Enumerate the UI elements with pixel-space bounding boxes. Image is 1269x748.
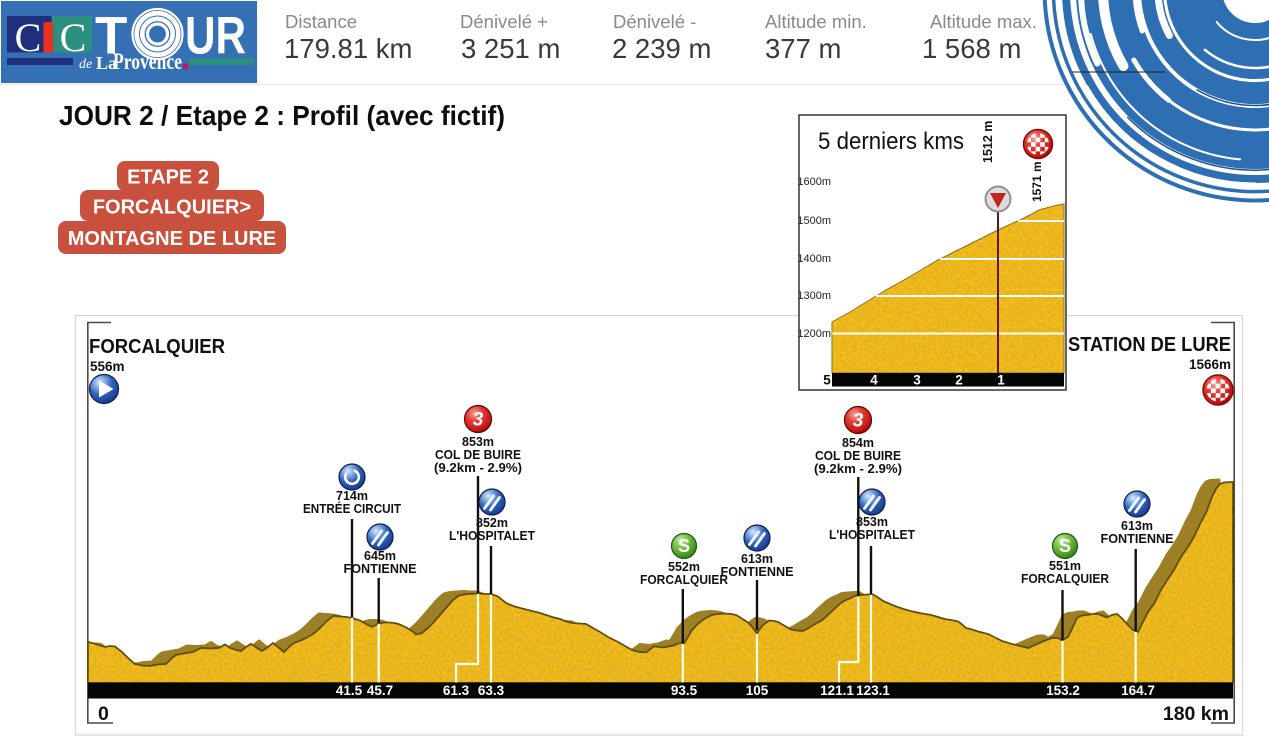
svg-text:852m: 852m — [476, 516, 508, 530]
svg-text:COL DE BUIRE: COL DE BUIRE — [815, 449, 901, 463]
svg-text:Distance: Distance — [285, 11, 357, 32]
svg-text:5 derniers kms: 5 derniers kms — [818, 128, 964, 155]
svg-text:105: 105 — [746, 683, 769, 698]
svg-text:645m: 645m — [364, 549, 396, 563]
svg-text:3: 3 — [913, 373, 921, 388]
svg-text:1600m: 1600m — [797, 176, 831, 188]
svg-text:C: C — [60, 15, 87, 60]
svg-text:STATION DE LURE: STATION DE LURE — [1068, 333, 1231, 356]
svg-text:Dénivelé +: Dénivelé + — [460, 11, 548, 32]
svg-text:63.3: 63.3 — [478, 683, 505, 698]
svg-text:COL DE BUIRE: COL DE BUIRE — [435, 448, 521, 462]
svg-text:0: 0 — [98, 703, 109, 725]
svg-text:Altitude max.: Altitude max. — [930, 11, 1037, 32]
svg-text:1571 m: 1571 m — [1030, 161, 1044, 202]
svg-text:C: C — [15, 15, 42, 60]
svg-text:Dénivelé -: Dénivelé - — [613, 11, 696, 32]
svg-text:L'HOSPITALET: L'HOSPITALET — [829, 528, 915, 542]
svg-text:123.1: 123.1 — [856, 683, 890, 698]
svg-text:853m: 853m — [462, 435, 494, 449]
svg-text:180 km: 180 km — [1163, 703, 1229, 725]
svg-text:93.5: 93.5 — [671, 683, 698, 698]
svg-text:FORCALQUIER>: FORCALQUIER> — [93, 197, 251, 219]
svg-text:(9.2km - 2.9%): (9.2km - 2.9%) — [434, 461, 522, 475]
svg-text:1 568 m: 1 568 m — [922, 33, 1021, 64]
svg-text:613m: 613m — [1121, 519, 1153, 533]
svg-text:FONTIENNE: FONTIENNE — [344, 562, 417, 576]
svg-text:556m: 556m — [90, 359, 125, 374]
svg-text:41.5: 41.5 — [336, 683, 363, 698]
svg-text:153.2: 153.2 — [1046, 683, 1080, 698]
svg-text:FORCALQUIER: FORCALQUIER — [640, 573, 728, 587]
svg-text:853m: 853m — [856, 515, 888, 529]
svg-text:1566m: 1566m — [1189, 357, 1231, 372]
svg-text:2: 2 — [955, 373, 963, 388]
svg-text:ENTRÉE CIRCUIT: ENTRÉE CIRCUIT — [303, 501, 401, 516]
svg-text:1300m: 1300m — [797, 290, 831, 302]
svg-text:La: La — [96, 53, 117, 73]
svg-text:MONTAGNE DE LURE: MONTAGNE DE LURE — [68, 228, 277, 250]
svg-text:FORCALQUIER: FORCALQUIER — [1021, 572, 1109, 586]
svg-text:de: de — [79, 57, 92, 72]
svg-text:552m: 552m — [668, 560, 700, 574]
svg-text:164.7: 164.7 — [1121, 683, 1155, 698]
svg-text:61.3: 61.3 — [443, 683, 470, 698]
svg-text:UR: UR — [185, 7, 246, 66]
svg-text:1: 1 — [997, 373, 1005, 388]
svg-text:121.1: 121.1 — [820, 683, 854, 698]
svg-text:714m: 714m — [336, 489, 368, 503]
svg-text:FONTIENNE: FONTIENNE — [1101, 532, 1174, 546]
svg-text:FONTIENNE: FONTIENNE — [721, 565, 794, 579]
svg-text:L'HOSPITALET: L'HOSPITALET — [449, 529, 535, 543]
svg-text:FORCALQUIER: FORCALQUIER — [89, 335, 225, 358]
svg-text:5: 5 — [823, 373, 831, 388]
svg-text:(9.2km - 2.9%): (9.2km - 2.9%) — [814, 462, 902, 476]
svg-text:613m: 613m — [741, 552, 773, 566]
svg-text:ETAPE 2: ETAPE 2 — [127, 167, 209, 189]
svg-text:551m: 551m — [1049, 559, 1081, 573]
svg-text:3: 3 — [473, 410, 484, 431]
svg-text:1512 m: 1512 m — [981, 121, 995, 163]
svg-text:377 m: 377 m — [765, 33, 841, 64]
svg-text:JOUR 2 / Etape 2 : Profil (ave: JOUR 2 / Etape 2 : Profil (avec fictif) — [59, 100, 505, 131]
svg-text:3 251 m: 3 251 m — [461, 33, 560, 64]
svg-text:3: 3 — [853, 411, 864, 432]
svg-text:Provence: Provence — [113, 49, 182, 74]
svg-text:2 239 m: 2 239 m — [612, 33, 711, 64]
svg-text:Altitude min.: Altitude min. — [765, 11, 867, 32]
svg-text:1200m: 1200m — [797, 328, 831, 340]
svg-text:4: 4 — [870, 373, 878, 388]
svg-text:1400m: 1400m — [797, 253, 831, 265]
svg-text:1500m: 1500m — [797, 215, 831, 227]
svg-text:S: S — [678, 536, 690, 556]
svg-text:T: T — [95, 7, 127, 66]
svg-text:179.81 km: 179.81 km — [284, 33, 412, 64]
svg-text:854m: 854m — [842, 436, 874, 450]
svg-text:45.7: 45.7 — [367, 683, 393, 698]
svg-text:S: S — [1059, 536, 1071, 556]
